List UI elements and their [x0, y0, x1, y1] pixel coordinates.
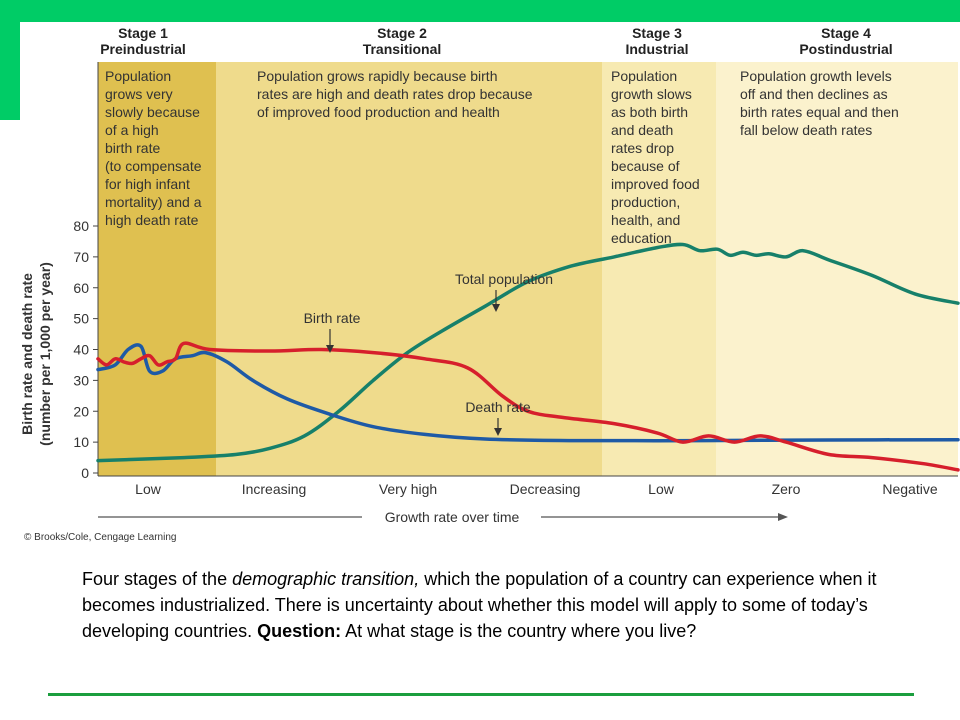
- stage-subtitle-2: Transitional: [363, 41, 442, 57]
- death-rate-line: [96, 343, 960, 443]
- stage-3-description-line: education: [611, 230, 672, 246]
- stage-1-description-line: high death rate: [105, 212, 199, 228]
- stage-3-description-line: as both birth: [611, 104, 688, 120]
- stage-title-3: Stage 3: [632, 25, 682, 41]
- caption-question-label: Question:: [257, 621, 342, 641]
- y-tick-label: 10: [73, 434, 89, 450]
- birth-rate-line: [96, 341, 960, 472]
- stage-1-description-line: Population: [105, 68, 171, 84]
- stage-subtitle-3: Industrial: [625, 41, 688, 57]
- stage-2-description-line: Population grows rapidly because birth: [257, 68, 497, 84]
- x-category-label: Negative: [882, 481, 937, 497]
- stage-2-description-line: of improved food production and health: [257, 104, 500, 120]
- y-axis-label-line2: (number per 1,000 per year): [37, 262, 53, 446]
- y-tick-label: 80: [73, 218, 89, 234]
- y-tick-label: 40: [73, 342, 89, 358]
- stage-subtitle-1: Preindustrial: [100, 41, 186, 57]
- stage-3-description-line: because of: [611, 158, 680, 174]
- copyright-text: © Brooks/Cole, Cengage Learning: [24, 532, 176, 543]
- total-population-arrow-head: [492, 304, 500, 312]
- stage-subtitle-4: Postindustrial: [799, 41, 892, 57]
- y-tick-label: 30: [73, 372, 89, 388]
- total-population-annotation: Total population: [455, 271, 553, 287]
- x-category-label: Low: [135, 481, 162, 497]
- caption-question-text: At what stage is the country where you l…: [341, 621, 697, 641]
- growth-arrow-head: [778, 513, 788, 521]
- stage-1-description-line: mortality) and a: [105, 194, 202, 210]
- y-axis-label-line1: Birth rate and death rate: [20, 273, 35, 435]
- stage-3-description-line: and death: [611, 122, 673, 138]
- caption: Four stages of the demographic transitio…: [82, 566, 902, 644]
- stage-1-description-line: birth rate: [105, 140, 160, 156]
- stage-3-description-line: Population: [611, 68, 677, 84]
- y-tick-label: 0: [81, 465, 89, 481]
- stage-1-description-line: (to compensate: [105, 158, 202, 174]
- death-rate-arrow-head: [494, 428, 502, 436]
- bottom-green-rule: [48, 693, 914, 696]
- birth-rate-annotation: Birth rate: [304, 310, 361, 326]
- x-category-label: Decreasing: [510, 481, 581, 497]
- x-category-label: Increasing: [242, 481, 307, 497]
- stage-descriptions: Population grows very slowly because of a h…: [105, 68, 899, 246]
- birth-rate-arrow-head: [326, 345, 334, 353]
- x-category-label: Low: [648, 481, 675, 497]
- stage-band-4: [716, 62, 958, 476]
- annotations: Birth rate Total population Death rate: [304, 271, 553, 436]
- y-tick-label: 70: [73, 249, 89, 265]
- stage-2-description-line: rates are high and death rates drop beca…: [257, 86, 533, 102]
- stage-band-1: [98, 62, 216, 476]
- stage-1-description-line: of a high: [105, 122, 159, 138]
- stage-title-1: Stage 1: [118, 25, 168, 41]
- x-category-label: Zero: [772, 481, 801, 497]
- total-population-line: [96, 242, 960, 463]
- x-axis-label: Growth rate over time: [385, 509, 520, 525]
- stage-title-2: Stage 2: [377, 25, 427, 41]
- stage-bands: [98, 62, 958, 476]
- stage-1-description-line: slowly because: [105, 104, 200, 120]
- stage-3-description-line: production,: [611, 194, 680, 210]
- x-axis: Low Increasing Very high Decreasing Low Zero N…: [98, 475, 958, 525]
- y-tick-label: 60: [73, 280, 89, 296]
- y-tick-label: 50: [73, 311, 89, 327]
- stage-4-description-line: fall below death rates: [740, 122, 872, 138]
- x-category-label: Very high: [379, 481, 437, 497]
- stage-3-description-line: rates drop: [611, 140, 674, 156]
- y-tick-label: 20: [73, 403, 89, 419]
- stage-title-4: Stage 4: [821, 25, 871, 41]
- stage-band-2: [216, 62, 602, 476]
- caption-part2: which the population of a country can ex…: [82, 569, 877, 641]
- stage-4-description-line: Population growth levels: [740, 68, 892, 84]
- caption-emphasis: demographic transition,: [232, 569, 420, 589]
- stage-band-3: [602, 62, 716, 476]
- stage-1-description-line: grows very: [105, 86, 173, 102]
- left-green-bar: [0, 0, 20, 120]
- stage-4-description-line: birth rates equal and then: [740, 104, 899, 120]
- caption-part1: Four stages of the: [82, 569, 233, 589]
- stage-3-description-line: health, and: [611, 212, 680, 228]
- top-green-bar: [0, 0, 960, 22]
- y-axis: 0 10 20 30 40 50 60 70 80 Birth rate and death ra…: [20, 62, 99, 481]
- stage-4-description-line: off and then declines as: [740, 86, 888, 102]
- stage-3-description-line: growth slows: [611, 86, 692, 102]
- series-lines: [96, 242, 960, 472]
- stage-1-description-line: for high infant: [105, 176, 190, 192]
- death-rate-annotation: Death rate: [465, 399, 531, 415]
- stage-3-description-line: improved food: [611, 176, 700, 192]
